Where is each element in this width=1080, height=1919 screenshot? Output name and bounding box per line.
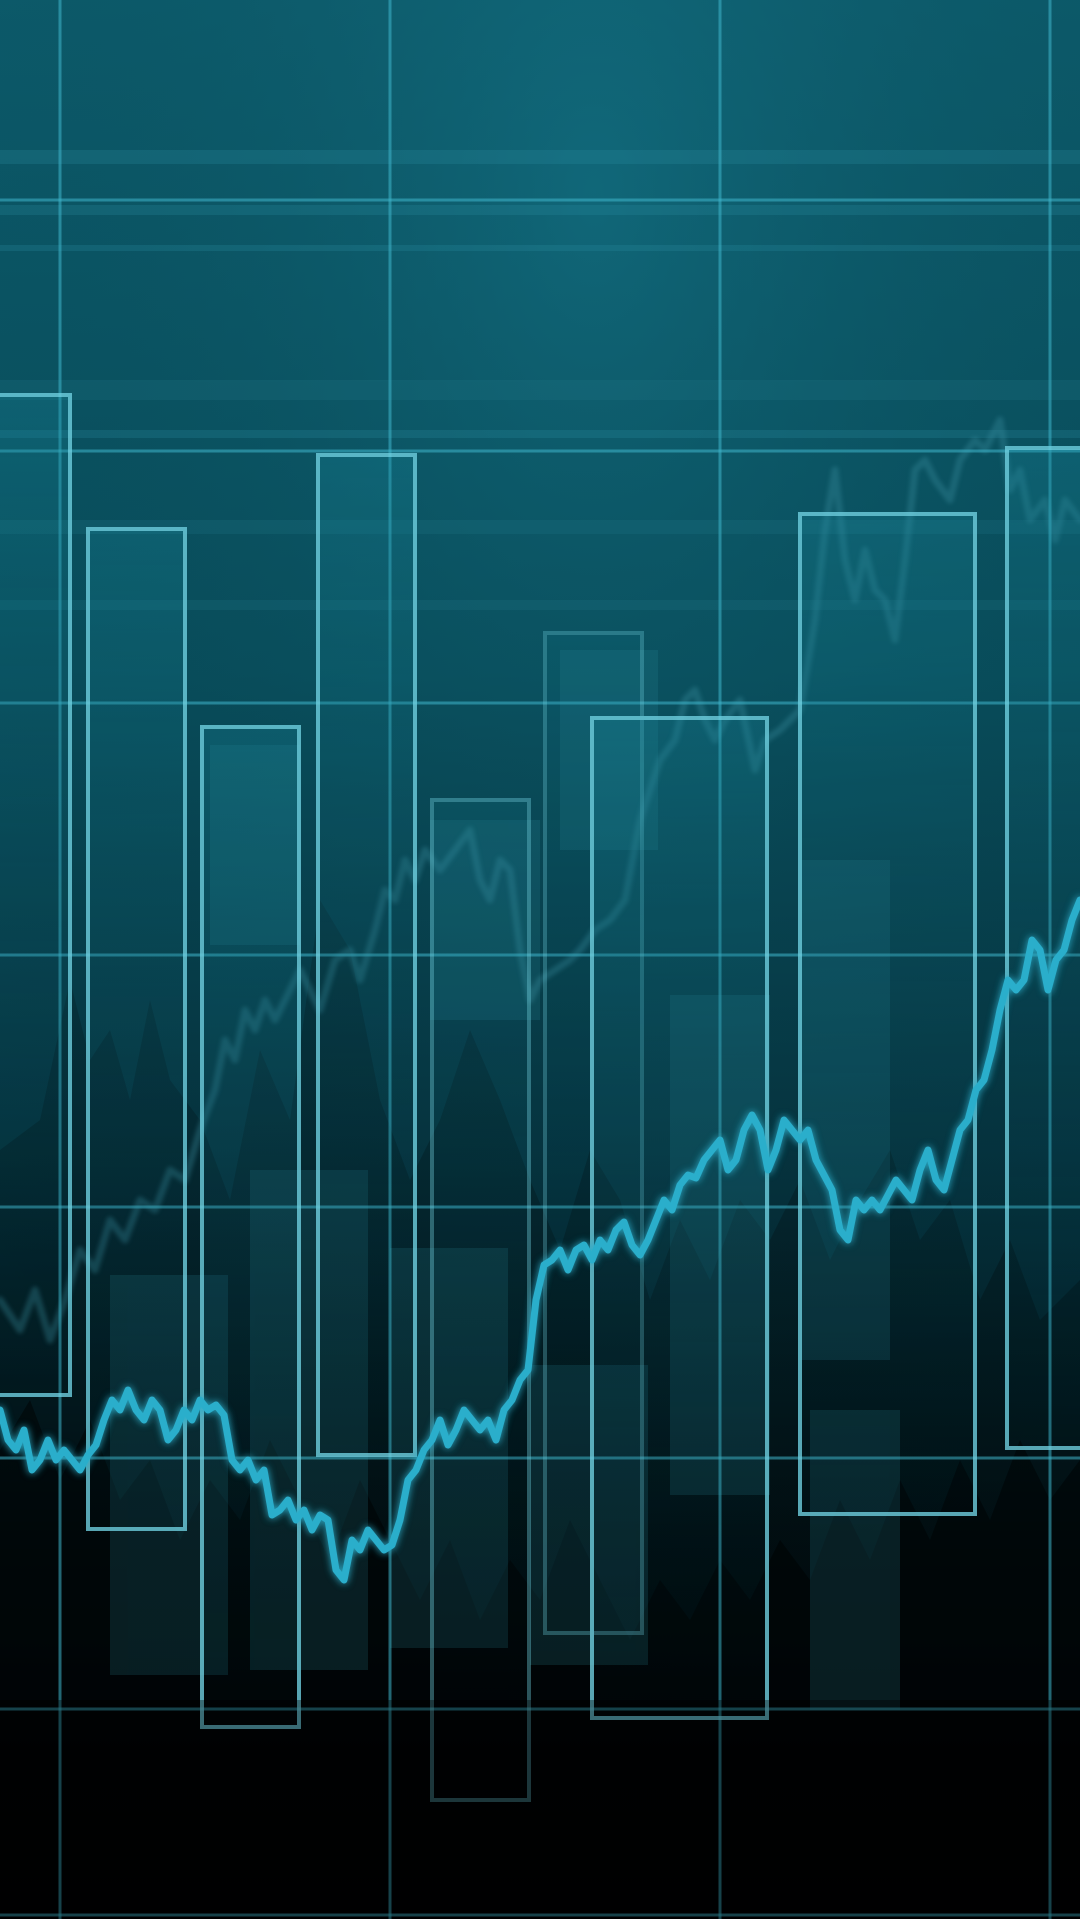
bar-8 xyxy=(798,512,977,1516)
bar-2 xyxy=(86,527,187,1531)
bar-3 xyxy=(200,725,301,1729)
bar-5 xyxy=(430,798,531,1802)
bar-7 xyxy=(590,716,769,1720)
bar-4 xyxy=(316,453,417,1457)
bar-9 xyxy=(1005,446,1080,1450)
bottom-vignette xyxy=(0,1700,1080,1919)
bar-1 xyxy=(0,393,72,1397)
main-price-line xyxy=(0,896,1080,1584)
